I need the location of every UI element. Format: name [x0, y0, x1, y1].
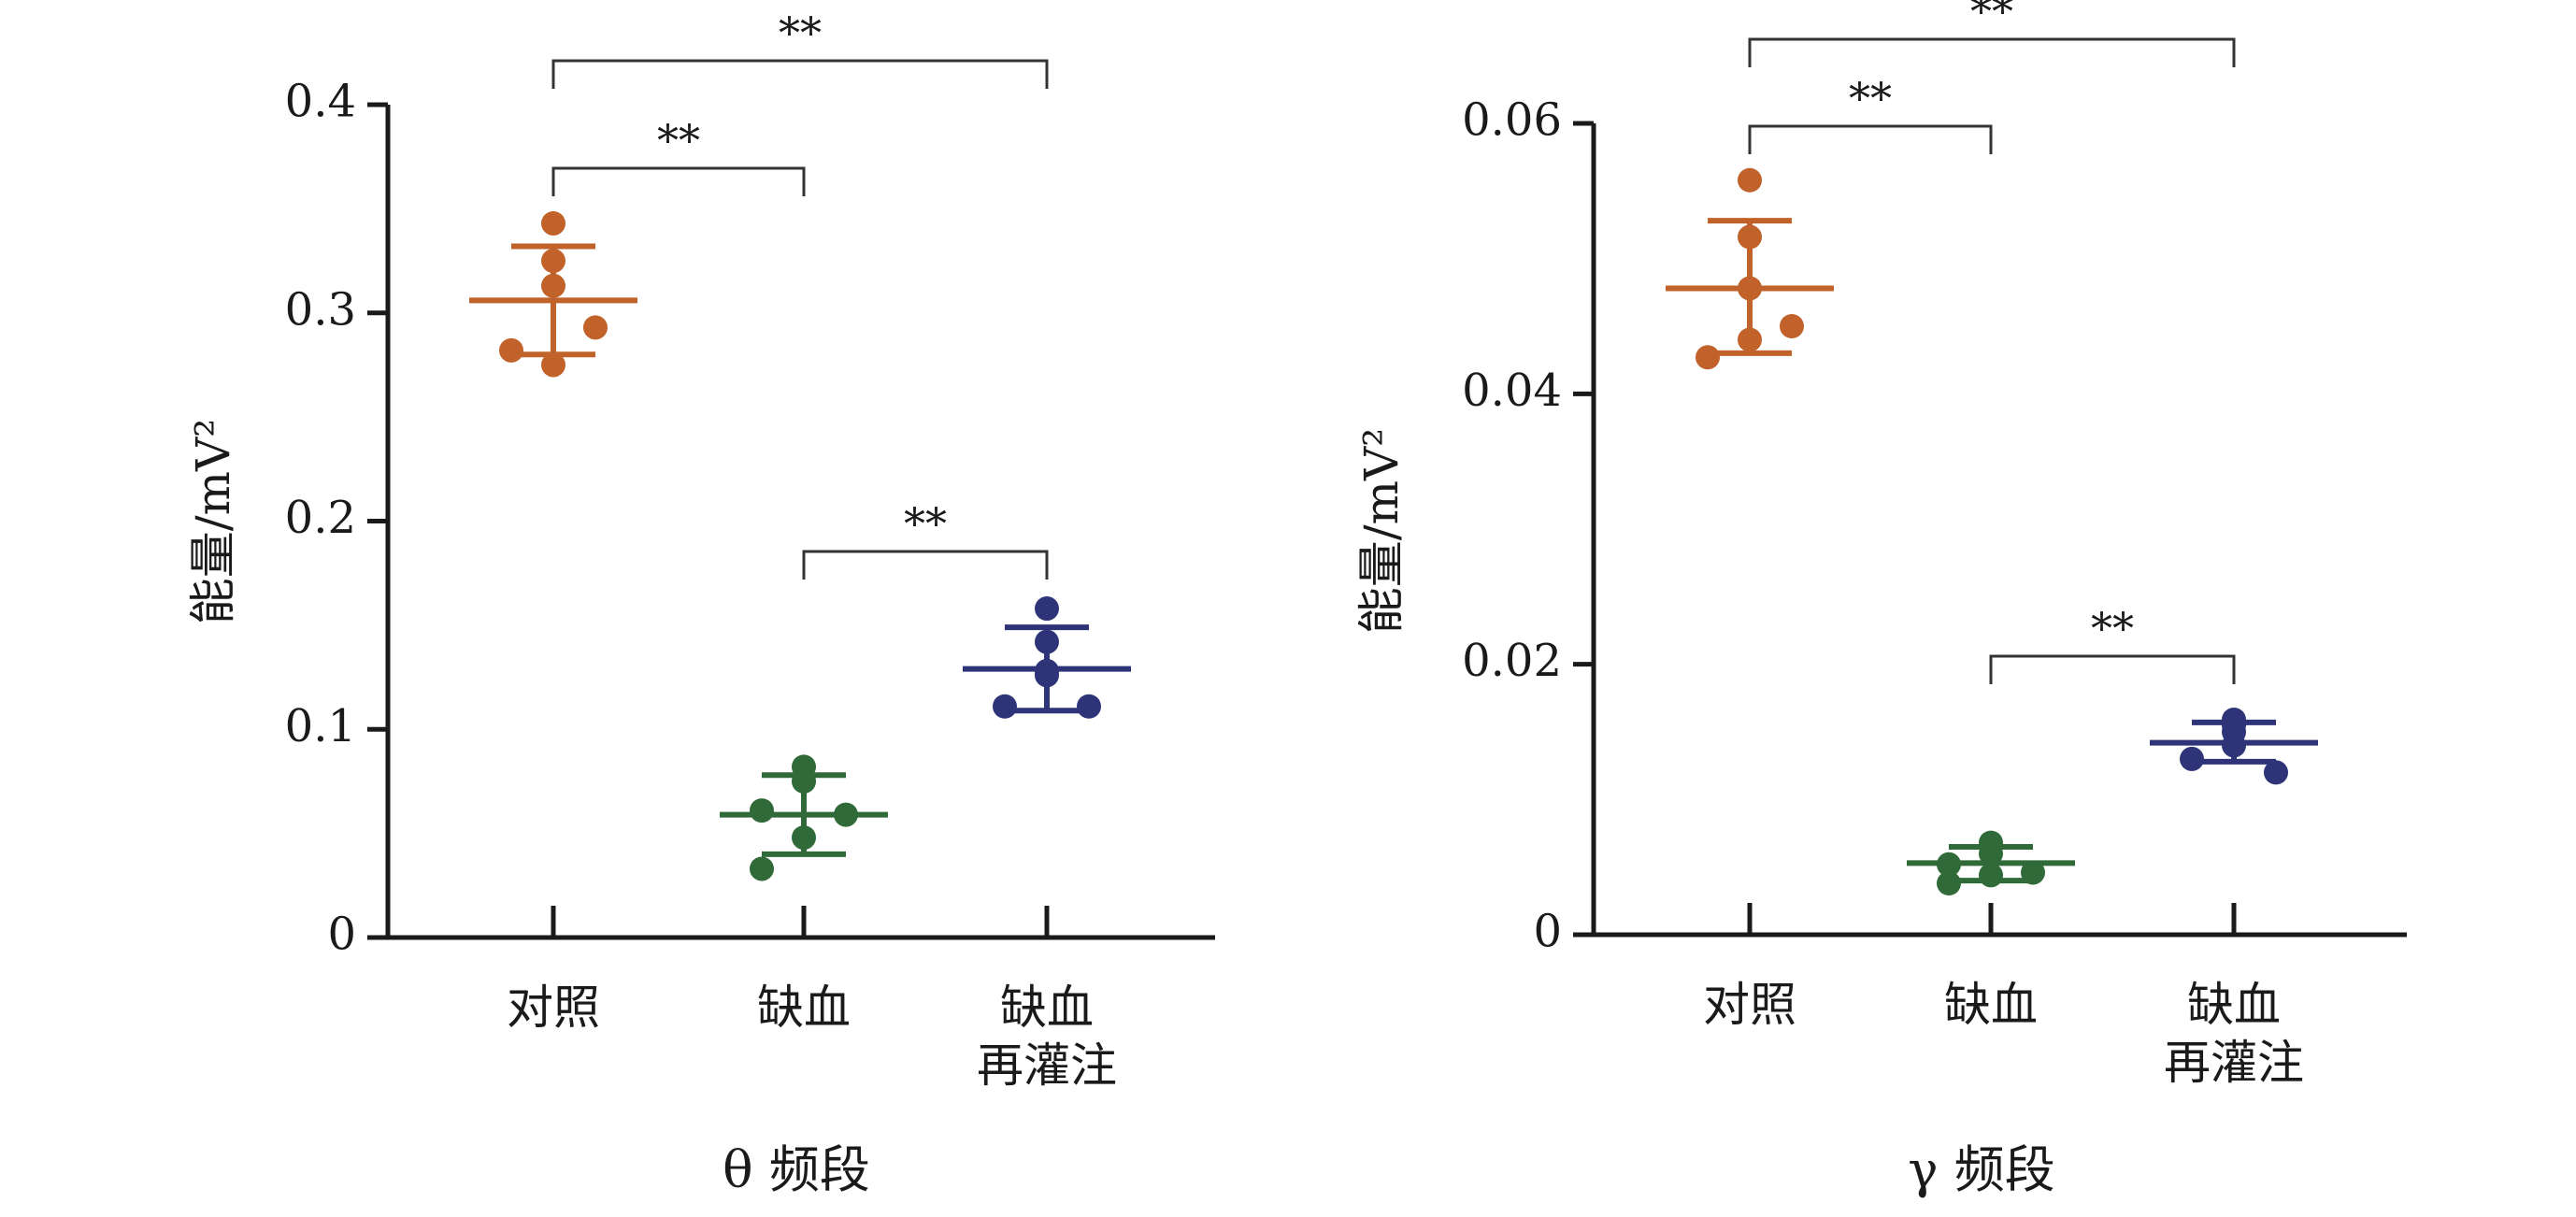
theta-data-point — [834, 802, 858, 827]
theta-y-tick-label: 0.2 — [285, 492, 356, 544]
theta-data-point — [583, 315, 608, 340]
gamma-category-label: 缺血 — [1944, 978, 2038, 1032]
theta-y-tick-label: 0.3 — [285, 283, 356, 336]
gamma-data-point — [1937, 852, 1961, 877]
theta-significance-label: ** — [904, 498, 947, 549]
theta-data-point — [541, 273, 565, 298]
theta-data-point — [499, 337, 523, 363]
theta-significance-bracket — [802, 550, 1049, 580]
gamma-significance-label: ** — [2091, 603, 2134, 653]
gamma-data-point — [2222, 733, 2246, 758]
theta-y-tick-label: 0.1 — [285, 700, 356, 752]
gamma-category-label: 再灌注 — [2164, 1036, 2304, 1090]
theta-data-point — [541, 249, 565, 274]
gamma-data-point — [2264, 760, 2288, 785]
theta-y-tick-label: 0.4 — [285, 76, 356, 128]
gamma-data-point — [1979, 863, 2003, 888]
theta-data-point — [792, 768, 816, 794]
gamma-category-label: 缺血 — [2187, 978, 2281, 1032]
theta-significance-label: ** — [657, 115, 700, 165]
gamma-data-point — [1937, 871, 1961, 896]
theta-significance-bracket — [551, 59, 1049, 89]
theta-data-point — [1035, 629, 1059, 654]
gamma-y-tick-label: 0.06 — [1462, 94, 1562, 147]
gamma-data-point — [1979, 841, 2003, 866]
gamma-y-tick-label: 0 — [1533, 906, 1562, 958]
gamma-title: γ 频段 — [1908, 1140, 2054, 1199]
theta-data-point — [993, 694, 1017, 719]
gamma-significance-bracket — [1989, 654, 2236, 684]
theta-y-tick-label: 0 — [327, 909, 356, 961]
gamma-y-label: 能量/mV² — [1354, 428, 1409, 634]
gamma-y-tick-label: 0.02 — [1462, 635, 1562, 687]
gamma-category-label: 对照 — [1703, 978, 1796, 1032]
theta-data-point — [1077, 694, 1101, 719]
gamma-data-point — [1738, 224, 1762, 250]
theta-y-label: 能量/mV² — [186, 419, 240, 624]
gamma-significance-bracket — [1748, 124, 1993, 154]
theta-data-point — [750, 856, 774, 881]
theta-significance-bracket — [551, 166, 806, 196]
theta-category-label: 对照 — [507, 981, 600, 1035]
gamma-data-point — [1780, 314, 1804, 338]
theta-data-point — [1035, 596, 1059, 622]
theta-data-point — [792, 825, 816, 851]
theta-significance-label: ** — [779, 7, 822, 58]
theta-data-point — [1035, 658, 1059, 683]
gamma-significance-bracket — [1748, 37, 2236, 67]
gamma-y-tick-label: 0.04 — [1462, 365, 1562, 417]
theta-category-label: 缺血 — [1000, 981, 1094, 1035]
theta-category-label: 缺血 — [757, 981, 851, 1035]
gamma-data-point — [1738, 327, 1762, 352]
theta-data-point — [541, 352, 565, 378]
theta-category-label: 再灌注 — [977, 1038, 1117, 1093]
theta-title: θ 频段 — [723, 1140, 870, 1199]
gamma-data-point — [1738, 167, 1762, 193]
gamma-data-point — [1738, 276, 1762, 301]
theta-data-point — [541, 210, 565, 236]
gamma-data-point — [1696, 345, 1720, 370]
gamma-significance-label: ** — [1970, 0, 2013, 36]
theta-data-point — [750, 798, 774, 823]
gamma-significance-label: ** — [1849, 73, 1892, 123]
gamma-data-point — [2021, 860, 2045, 885]
gamma-data-point — [2180, 746, 2204, 771]
